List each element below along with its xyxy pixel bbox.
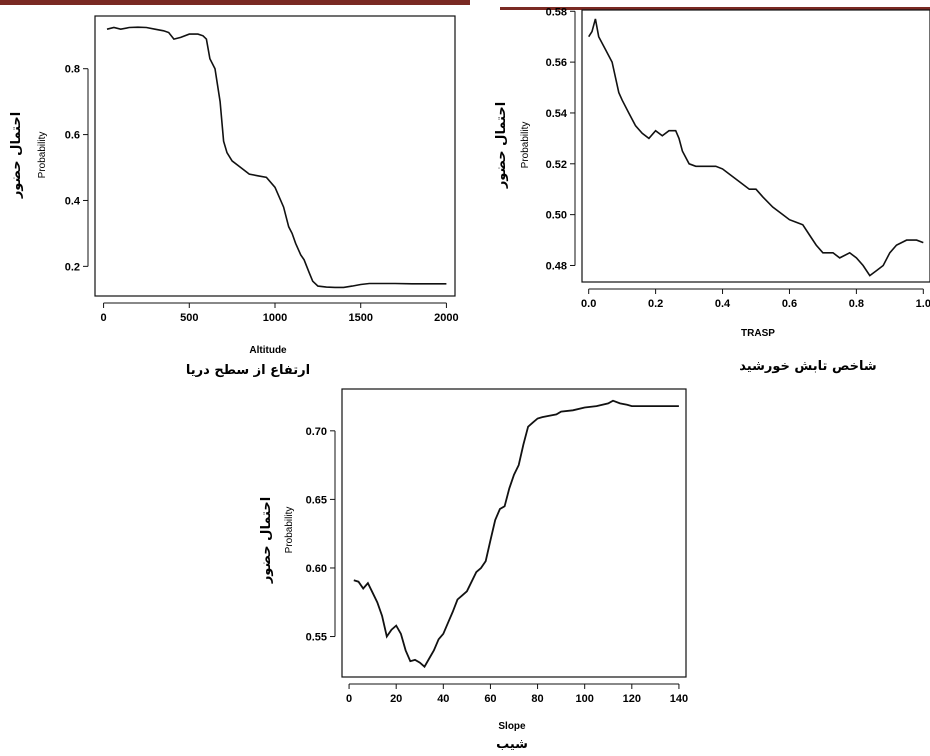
header-accent-bar-left	[0, 0, 470, 5]
x-tick-label: 20	[390, 693, 402, 705]
y-axis: 0.55 0.60 0.65 0.70	[306, 426, 336, 644]
plot-frame	[94, 15, 456, 297]
y-tick-label: 0.8	[65, 64, 80, 76]
x-tick-label: 1.0	[916, 298, 930, 310]
series-line	[353, 399, 679, 669]
chart-caption-fa: شاخص تابش خورشید	[739, 359, 876, 374]
x-tick-label: 0.0	[581, 298, 596, 310]
plot-frame	[581, 9, 930, 283]
y-axis-label: Probability	[37, 132, 48, 179]
y-tick-label: 0.48	[546, 260, 567, 272]
y-tick-label: 0.56	[546, 57, 567, 69]
y-tick-label: 0.70	[306, 426, 327, 438]
chart-slope: 0 20 40 60 80 100 120 140 0.55 0.60 0.65 0.70 Slop…	[259, 388, 688, 752]
x-tick-label: 0.8	[849, 298, 864, 310]
x-axis-label: Slope	[498, 721, 526, 732]
y-tick-label: 0.58	[546, 6, 567, 18]
y-axis-label-fa: احتمال حضور	[494, 102, 509, 189]
y-axis-label-fa: احتمال حضور	[9, 112, 24, 199]
plot-frame	[341, 388, 687, 678]
x-tick-label: 0.4	[715, 298, 731, 310]
x-axis-label: Altitude	[249, 345, 287, 356]
series-line	[106, 26, 447, 289]
series-line	[588, 18, 924, 277]
chart-trasp: 0.0 0.2 0.4 0.6 0.8 1.0 0.480.500.520.540.560…	[494, 6, 930, 374]
y-tick-label: 0.55	[306, 632, 327, 644]
y-tick-label: 0.2	[65, 261, 80, 273]
x-tick-label: 1000	[263, 312, 287, 324]
chart-caption-fa: شیب	[496, 737, 528, 752]
y-axis: 0.2 0.4 0.6 0.8	[65, 64, 89, 273]
y-axis: 0.48 0.50 0.52 0.54 0.56 0.58	[546, 6, 576, 272]
y-tick-label: 0.50	[546, 210, 567, 222]
chart-caption-fa: ارتفاع از سطح دریا	[186, 363, 310, 378]
y-axis-label: Probability	[284, 507, 295, 554]
y-tick-label: 0.4	[65, 195, 81, 207]
x-tick-label: 60	[484, 693, 496, 705]
x-tick-label: 0.6	[782, 298, 797, 310]
x-tick-label: 120	[623, 693, 641, 705]
x-tick-label: 1500	[348, 312, 372, 324]
x-axis: 0.0 0.2 0.4 0.6 0.8 1.0	[581, 288, 930, 310]
x-axis-label: TRASP	[741, 328, 775, 339]
header-accent-bar-right	[500, 7, 930, 10]
y-tick-label: 0.6	[65, 130, 80, 142]
x-axis: 0 20 40 60 80 100 120 140	[346, 683, 688, 705]
y-tick-label: 0.60	[306, 563, 327, 575]
y-tick-label: 0.65	[306, 494, 327, 506]
chart-altitude: 0 500 1000 1500 2000 0.2 0.4 0.6 0.8 Altitude P…	[9, 15, 459, 378]
x-tick-label: 100	[576, 693, 594, 705]
y-tick-label: 0.52	[546, 159, 567, 171]
x-tick-label: 0	[346, 693, 352, 705]
x-axis: 0 500 1000 1500 2000	[101, 302, 459, 324]
y-tick-label: 0.54	[546, 108, 568, 120]
x-tick-label: 2000	[434, 312, 458, 324]
x-tick-label: 140	[670, 693, 688, 705]
y-axis-label-fa: احتمال حضور	[259, 497, 274, 584]
x-tick-label: 0	[101, 312, 107, 324]
x-tick-label: 40	[437, 693, 449, 705]
x-tick-label: 500	[180, 312, 198, 324]
y-axis-label: Probability	[520, 122, 531, 169]
x-tick-label: 80	[531, 693, 543, 705]
x-tick-label: 0.2	[648, 298, 663, 310]
